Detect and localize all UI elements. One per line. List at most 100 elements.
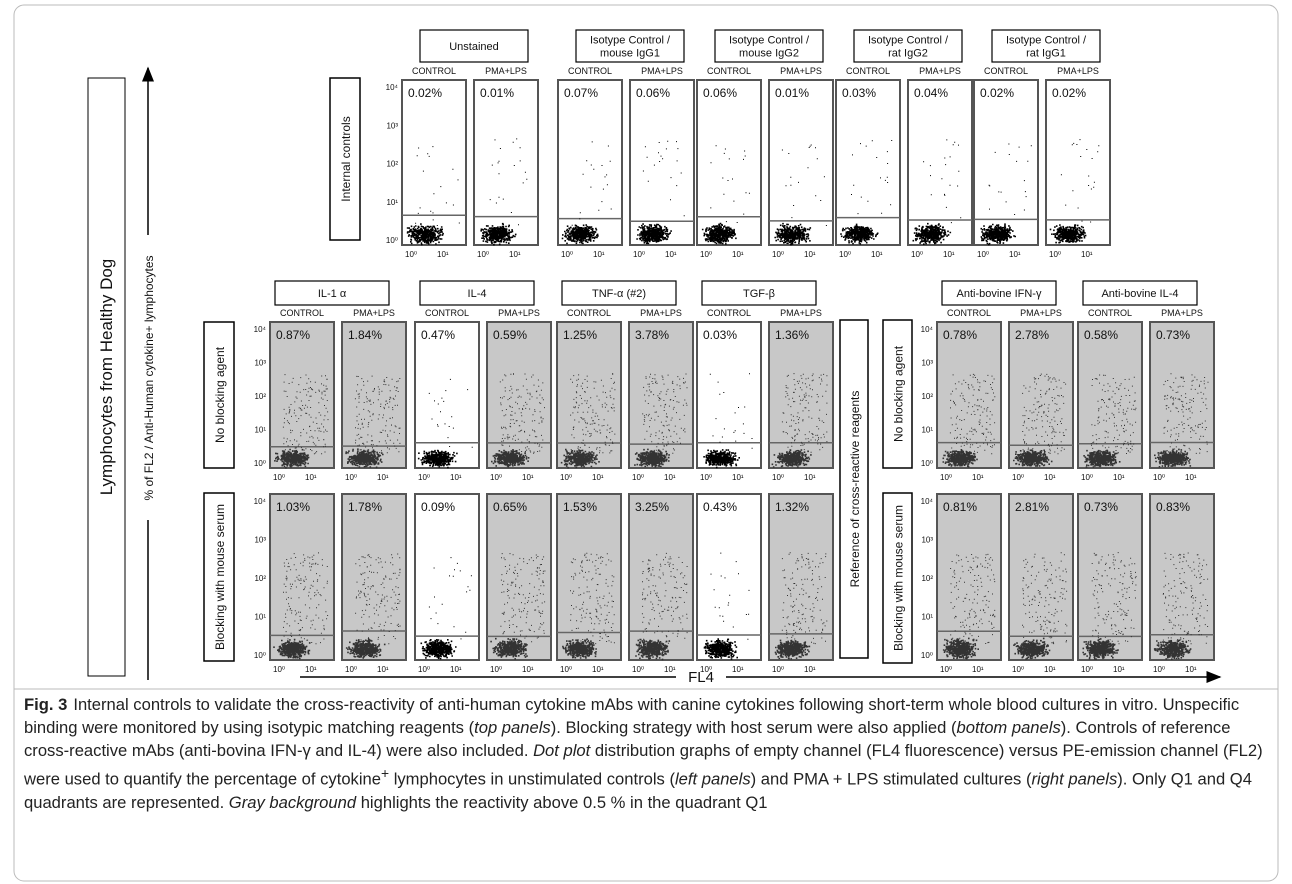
caption-text: Gray background — [228, 792, 357, 812]
group-header — [419, 29, 529, 63]
dot-cloud — [1082, 552, 1137, 660]
row-label-box — [882, 492, 913, 664]
plot-panel — [557, 79, 623, 246]
x-tick-label: 10¹ — [1113, 473, 1125, 482]
x-tick-label: 10¹ — [592, 665, 604, 674]
x-tick-label: 10⁰ — [772, 665, 784, 674]
row-label-box — [882, 319, 913, 469]
y-tick-label: 10¹ — [254, 613, 266, 622]
x-tick-label: 10⁰ — [418, 665, 430, 674]
plot-panel — [835, 79, 901, 246]
plot-panel — [1045, 79, 1111, 246]
percentage: 0.07% — [564, 86, 598, 100]
percentage: 1.03% — [276, 500, 310, 514]
dot-cloud — [274, 374, 329, 469]
percentage: 1.36% — [775, 328, 809, 342]
group-title: mouse IgG2 — [739, 48, 799, 60]
y-axis-label: % of FL2 / Anti-Human cytokine+ lymphocy… — [142, 255, 156, 500]
sample-label: PMA+LPS — [1020, 308, 1062, 318]
y-tick-label: 10³ — [921, 536, 933, 545]
y-tick-label: 10³ — [254, 536, 266, 545]
group-title: Isotype Control / — [590, 35, 671, 47]
x-tick-label: 10¹ — [943, 250, 955, 259]
y-tick-label: 10¹ — [921, 613, 933, 622]
plot-panel — [768, 79, 834, 246]
x-tick-label: 10¹ — [665, 250, 677, 259]
row-label: Blocking with mouse serum — [213, 504, 227, 650]
percentage: 0.06% — [703, 86, 737, 100]
x-tick-label: 10⁰ — [477, 250, 489, 259]
x-tick-label: 10¹ — [593, 250, 605, 259]
sample-label: PMA+LPS — [641, 66, 683, 76]
x-tick-label: 10⁰ — [940, 665, 952, 674]
frame — [13, 4, 1279, 882]
dot-cloud — [942, 373, 996, 468]
side-label: Lymphocytes from Healthy Dog — [97, 259, 116, 496]
x-tick-label: 10⁰ — [490, 473, 502, 482]
dot-cloud — [774, 144, 827, 246]
sample-label: PMA+LPS — [919, 66, 961, 76]
x-tick-label: 10¹ — [972, 473, 984, 482]
y-tick-label: 10² — [386, 160, 398, 169]
group-title: mouse IgG1 — [600, 48, 660, 60]
plot-panel — [556, 321, 622, 469]
dot-cloud — [1083, 374, 1137, 468]
group-title: Isotype Control / — [1006, 35, 1087, 47]
caption-text: bottom panels — [956, 718, 1061, 737]
group-title: TGF-β — [743, 288, 775, 300]
caption-text: ). Only Q1 and Q4 quadrants are represen… — [24, 769, 1252, 812]
y-tick-label: 10⁰ — [254, 459, 266, 468]
plot-panel — [973, 79, 1039, 246]
percentage: 0.02% — [980, 86, 1014, 100]
y-tick-label: 10³ — [254, 359, 266, 368]
percentage: 0.87% — [276, 328, 310, 342]
plot-panel — [341, 493, 407, 661]
percentage: 0.81% — [943, 500, 977, 514]
plot-panel — [486, 493, 552, 661]
plot-panel — [414, 493, 480, 661]
caption-text: right panels — [1031, 769, 1118, 789]
percentage: 1.25% — [563, 328, 597, 342]
x-tick-label: 10¹ — [522, 473, 534, 482]
x-tick-label: 10⁰ — [700, 473, 712, 482]
x-tick-label: 10¹ — [1044, 473, 1056, 482]
side-box — [87, 77, 126, 677]
x-tick-label: 10⁰ — [632, 665, 644, 674]
x-tick-label: 10¹ — [377, 473, 389, 482]
x-tick-label: 10⁰ — [560, 473, 572, 482]
dot-cloud — [417, 378, 473, 469]
sample-label: CONTROL — [707, 66, 751, 76]
percentage: 0.73% — [1156, 328, 1190, 342]
x-tick-label: 10¹ — [1081, 250, 1093, 259]
group-header — [274, 280, 390, 306]
y-label-bg — [140, 235, 158, 520]
percentage: 3.25% — [635, 500, 669, 514]
plot-panel — [936, 321, 1002, 469]
sample-label: PMA+LPS — [353, 308, 395, 318]
percentage: 0.83% — [1156, 500, 1190, 514]
x-tick-label: 10¹ — [972, 665, 984, 674]
row-label-box — [203, 492, 235, 662]
sample-label: CONTROL — [984, 66, 1028, 76]
plot-panel — [696, 321, 762, 469]
sample-label: CONTROL — [412, 66, 456, 76]
plot-panel — [269, 493, 335, 661]
plot-panel — [1149, 321, 1215, 469]
x-tick-label: 10⁰ — [405, 250, 417, 259]
x-tick-label: 10⁰ — [273, 665, 285, 674]
x-axis-label: FL4 — [688, 669, 714, 686]
sample-label: CONTROL — [846, 66, 890, 76]
plot-panel — [414, 321, 480, 469]
y-tick-label: 10² — [921, 574, 933, 583]
group-title: Anti-bovine IL-4 — [1101, 288, 1178, 300]
dot-cloud — [480, 138, 528, 246]
caption-text: lymphocytes in unstimulated controls ( — [389, 769, 675, 789]
x-tick-label: 10¹ — [804, 473, 816, 482]
x-tick-label: 10¹ — [732, 250, 744, 259]
caption-text: Internal controls to validate the cross-… — [24, 695, 1240, 737]
plot-panel — [768, 493, 834, 661]
percentage: 0.04% — [914, 86, 948, 100]
percentage: 0.02% — [408, 86, 442, 100]
dot-cloud — [703, 373, 753, 469]
